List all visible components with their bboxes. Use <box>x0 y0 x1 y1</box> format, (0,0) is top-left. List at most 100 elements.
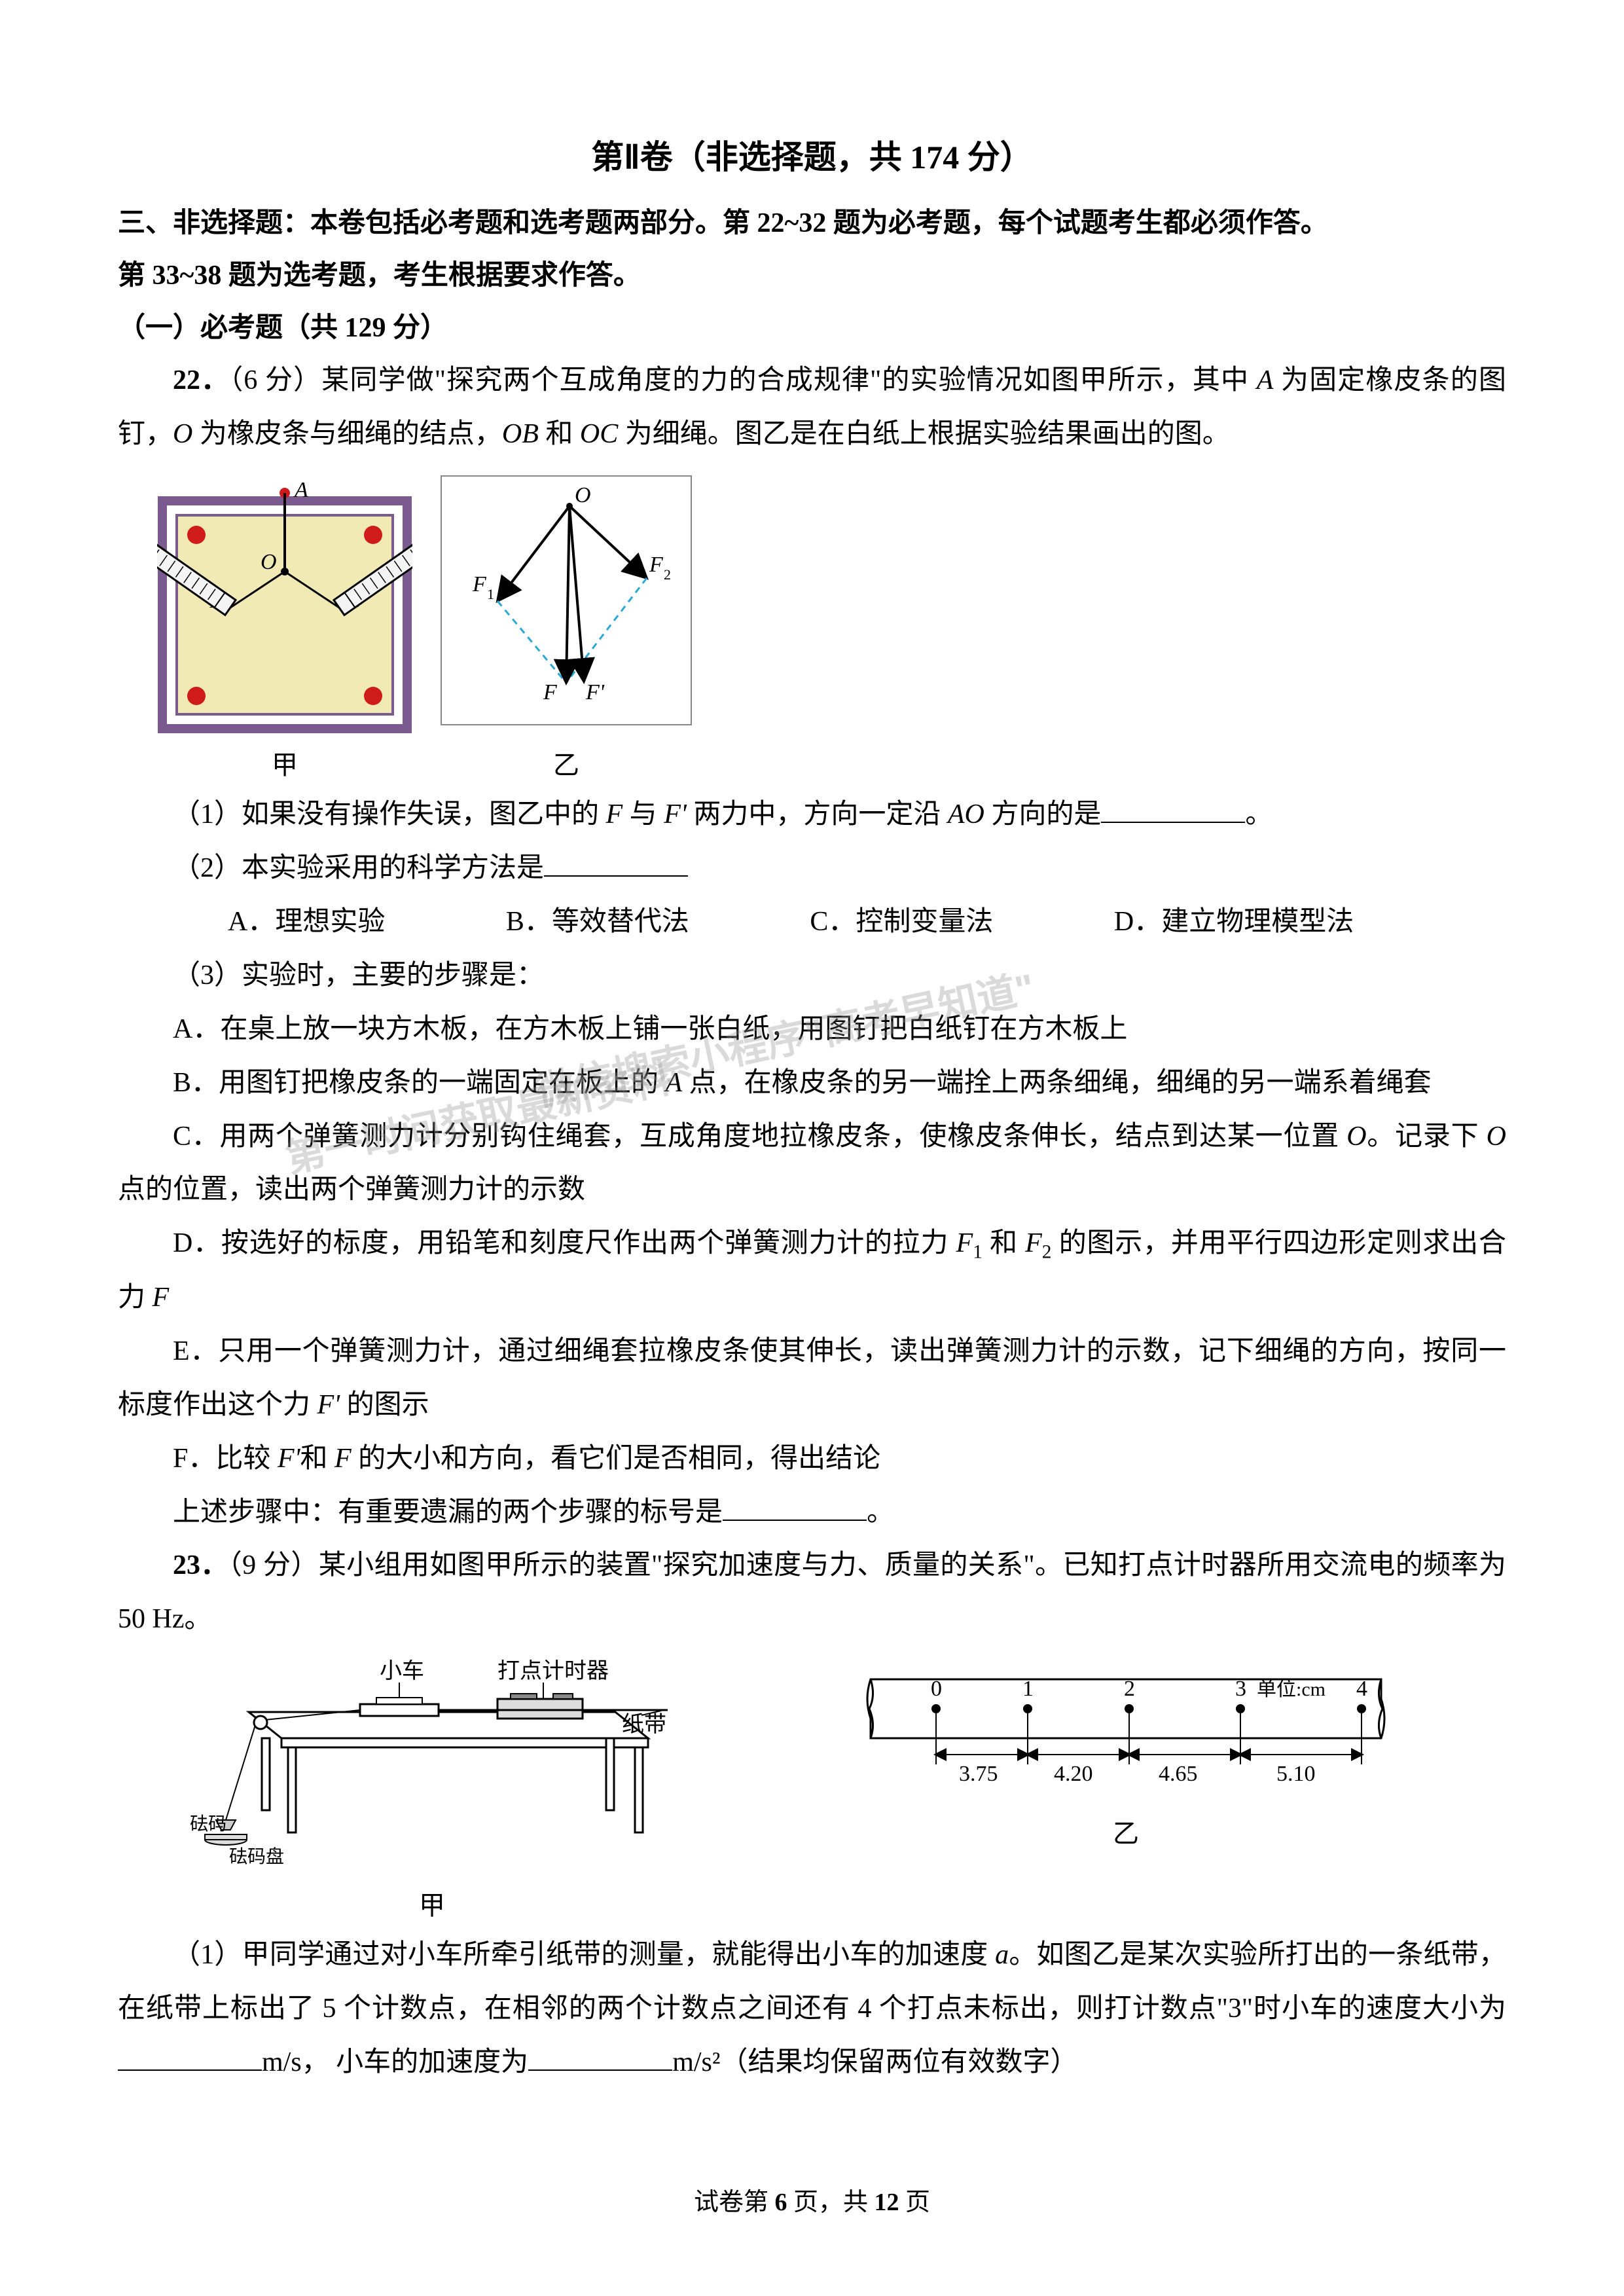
svg-text:1: 1 <box>1022 1677 1034 1701</box>
q22-label-A: A <box>1257 365 1274 395</box>
q22-stem-part1: 某同学做"探究两个互成角度的力的合成规律"的实验情况如图甲所示，其中 <box>321 365 1256 395</box>
footer-c: 页 <box>899 2189 931 2216</box>
q23-unit1: m/s， 小车的加速度为 <box>262 2047 528 2077</box>
q22-sub1-F: F <box>606 799 623 829</box>
q22-stepD-F: F <box>153 1283 170 1313</box>
q22-opt-D: D．建立物理模型法 <box>1059 896 1354 949</box>
q22-figure-jia: A O B C <box>157 473 412 782</box>
q23-figure-yi: 0 1 2 3 4 单位:cm <box>857 1660 1394 1850</box>
paper-tape-diagram: 0 1 2 3 4 单位:cm <box>857 1660 1394 1804</box>
svg-text:单位:cm: 单位:cm <box>1257 1679 1326 1700</box>
q22-stem: 22．（6 分）某同学做"探究两个互成角度的力的合成规律"的实验情况如图甲所示，… <box>118 354 1506 462</box>
svg-text:2: 2 <box>1124 1677 1135 1701</box>
fig-label-O: O <box>261 550 277 574</box>
q22-number: 22． <box>173 365 229 395</box>
q22-opt-B: B．等效替代法 <box>451 896 689 949</box>
svg-text:0: 0 <box>931 1677 942 1701</box>
q23-points: （9 分） <box>228 1550 319 1580</box>
q23-caption-jia: 甲 <box>190 1884 674 1922</box>
label-pan: 砝码盘 <box>229 1846 284 1867</box>
label-weight: 砝码 <box>190 1813 226 1834</box>
force-board-diagram: A O B C <box>157 473 412 735</box>
q22-figures: A O B C <box>157 473 1506 782</box>
q22-conclusion: 上述步骤中：有重要遗漏的两个步骤的标号是。 <box>118 1486 1506 1540</box>
instructions-line-2: 第 33~38 题为选考题，考生根据要求作答。 <box>118 250 1506 302</box>
q23-blank-1 <box>118 2042 262 2071</box>
q22-conclusion-end: 。 <box>867 1497 894 1527</box>
q22-sub1-end: 。 <box>1245 799 1272 829</box>
q22-opt-C: C．控制变量法 <box>755 896 993 949</box>
svg-text:4.20: 4.20 <box>1054 1762 1093 1786</box>
q22-stepB-A: A <box>666 1068 683 1098</box>
q22-step-C: C．用两个弹簧测力计分别钩住绳套，互成角度地拉橡皮条，使橡皮条伸长，结点到达某一… <box>118 1110 1506 1218</box>
svg-text:5.10: 5.10 <box>1276 1762 1316 1786</box>
q22-step-F: F．比较 F'和 F 的大小和方向，看它们是否相同，得出结论 <box>118 1432 1506 1486</box>
svg-text:3: 3 <box>1235 1677 1246 1701</box>
q22-sub2: （2）本实验采用的科学方法是 <box>118 842 1506 896</box>
q22-stepE-b: 的图示 <box>340 1390 429 1420</box>
q22-stepC-b: 。记录下 <box>1367 1121 1487 1152</box>
q22-stepF-Fp: F' <box>278 1444 300 1474</box>
force-vector-diagram: O F 1 F 2 F <box>439 473 694 735</box>
svg-text:3.75: 3.75 <box>959 1762 998 1786</box>
svg-text:1: 1 <box>487 586 494 602</box>
svg-text:F: F <box>649 553 664 577</box>
q22-stem-part4: 为细绳。图乙是在白纸上根据实验结果画出的图。 <box>618 419 1230 449</box>
q23-caption-yi: 乙 <box>857 1812 1394 1850</box>
q22-caption-yi: 乙 <box>439 744 694 782</box>
q22-label-OC: OC <box>580 419 618 449</box>
q22-sub2-text: （2）本实验采用的科学方法是 <box>173 853 544 883</box>
svg-text:2: 2 <box>664 566 671 583</box>
q22-sub1-AO: AO <box>948 799 984 829</box>
q22-blank-3 <box>723 1492 867 1521</box>
q22-sub1: （1）如果没有操作失误，图乙中的 F 与 F' 两力中，方向一定沿 AO 方向的… <box>118 788 1506 842</box>
page-footer: 试卷第 6 页，共 12 页 <box>0 2181 1624 2217</box>
q22-stem-part3: 为橡皮条与细绳的结点， <box>192 419 502 449</box>
q22-stepE-F: F' <box>317 1390 340 1420</box>
svg-text:4: 4 <box>1356 1677 1367 1701</box>
q22-step-E: E．只用一个弹簧测力计，通过细绳套拉橡皮条使其伸长，读出弹簧测力计的示数，记下细… <box>118 1325 1506 1432</box>
q22-caption-jia: 甲 <box>157 744 412 782</box>
svg-text:4.65: 4.65 <box>1159 1762 1198 1786</box>
q23-unit2: m/s²（结果均保留两位有效数字） <box>672 2047 1077 2077</box>
svg-text:F: F <box>472 572 487 596</box>
q23-stem: 23．（9 分）某小组用如图甲所示的装置"探究加速度与力、质量的关系"。已知打点… <box>118 1539 1506 1647</box>
q22-blank-1 <box>1101 794 1245 823</box>
fig-label-A: A <box>293 478 308 502</box>
q22-points: （6 分） <box>229 365 321 395</box>
q22-stepF-mid: 和 <box>300 1444 335 1474</box>
q23-stem-text: 某小组用如图甲所示的装置"探究加速度与力、质量的关系"。已知打点计时器所用交流电… <box>118 1550 1506 1634</box>
q23-figures: 小车 打点计时器 纸带 <box>190 1660 1506 1922</box>
footer-a: 试卷第 <box>694 2189 775 2216</box>
svg-text:F: F <box>543 680 558 704</box>
q22-and: 和 <box>539 419 580 449</box>
instructions-line-1: 三、非选择题：本卷包括必考题和选考题两部分。第 22~32 题为必考题，每个试题… <box>118 198 1506 250</box>
footer-total: 12 <box>875 2189 899 2216</box>
q22-stepC-O2: O <box>1487 1121 1506 1152</box>
q22-stepF-a: F．比较 <box>173 1444 278 1474</box>
required-section-heading: （一）必考题（共 129 分） <box>118 302 1506 355</box>
q22-sub3: （3）实验时，主要的步骤是： <box>118 949 1506 1003</box>
q22-stepD-s2: 2 <box>1042 1242 1052 1263</box>
q22-stepD-s1: 1 <box>973 1242 983 1263</box>
label-tape: 纸带 <box>622 1712 666 1737</box>
label-timer: 打点计时器 <box>497 1660 609 1683</box>
q22-label-O: O <box>173 419 192 449</box>
page-root: 微信搜索小程序"高考早知道" 第一时间获取最新资料 第Ⅱ卷（非选择题，共 174… <box>0 0 1624 2296</box>
svg-text:O: O <box>575 483 591 507</box>
q22-stepD-a: D．按选好的标度，用铅笔和刻度尺作出两个弹簧测力计的拉力 <box>118 1228 956 1258</box>
q22-stepF-b: 的大小和方向，看它们是否相同，得出结论 <box>352 1444 881 1474</box>
q23-blank-2 <box>528 2042 672 2071</box>
q22-stepF-F: F <box>334 1444 352 1474</box>
q23-sub1-a: （1）甲同学通过对小车所牵引纸带的测量，就能得出小车的加速度 <box>118 1940 995 1970</box>
q22-opt-A: A．理想实验 <box>173 896 385 949</box>
q22-step-A: A．在桌上放一块方木板，在方木板上铺一张白纸，用图钉把白纸钉在方木板上 <box>118 1003 1506 1057</box>
footer-b: 页，共 <box>787 2189 874 2216</box>
q22-step-B: B．用图钉把橡皮条的一端固定在板上的 A 点，在橡皮条的另一端拴上两条细绳，细绳… <box>118 1057 1506 1110</box>
q22-stepD-F1: F <box>956 1228 973 1258</box>
q23-sub1: （1）甲同学通过对小车所牵引纸带的测量，就能得出小车的加速度 a。如图乙是某次实… <box>118 1929 1506 2090</box>
q22-stepC-O: O <box>1346 1121 1366 1152</box>
q23-figure-jia: 小车 打点计时器 纸带 <box>190 1660 674 1922</box>
q22-sub1-c: 方向的是 <box>984 799 1102 829</box>
q22-stepB-b: 点，在橡皮条的另一端拴上两条细绳，细绳的另一端系着绳套 <box>682 1068 1432 1098</box>
